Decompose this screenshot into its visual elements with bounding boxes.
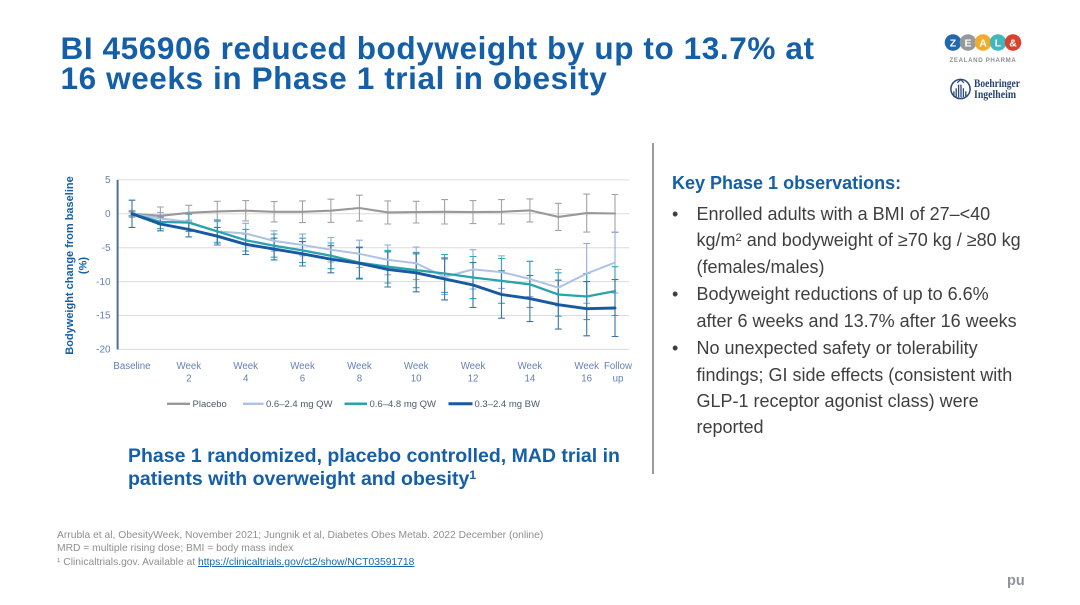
- svg-text:Week: Week: [404, 361, 429, 372]
- svg-text:5: 5: [105, 175, 111, 186]
- svg-text:0.3–2.4 mg BW: 0.3–2.4 mg BW: [475, 399, 541, 410]
- svg-text:Bodyweight change from baselin: Bodyweight change from baseline: [64, 176, 76, 354]
- svg-text:Week: Week: [290, 361, 315, 372]
- svg-text:12: 12: [468, 374, 479, 385]
- svg-text:Week: Week: [574, 361, 599, 372]
- svg-text:0.6–4.8 mg QW: 0.6–4.8 mg QW: [370, 399, 437, 410]
- svg-text:Placebo: Placebo: [193, 399, 227, 410]
- svg-text:6: 6: [300, 374, 305, 385]
- svg-text:&: &: [1009, 37, 1017, 49]
- svg-text:8: 8: [357, 374, 362, 385]
- svg-text:Week: Week: [347, 361, 372, 372]
- svg-text:Week: Week: [233, 361, 258, 372]
- svg-text:(%): (%): [78, 257, 90, 274]
- svg-text:-15: -15: [96, 311, 111, 322]
- svg-text:0.6–2.4 mg QW: 0.6–2.4 mg QW: [266, 399, 333, 410]
- svg-text:14: 14: [525, 374, 536, 385]
- svg-text:2: 2: [186, 374, 191, 385]
- svg-text:Baseline: Baseline: [113, 361, 150, 372]
- svg-text:-10: -10: [96, 277, 111, 288]
- svg-text:-5: -5: [102, 243, 111, 254]
- svg-text:L: L: [995, 37, 1002, 49]
- svg-text:Week: Week: [461, 361, 486, 372]
- svg-text:Follow: Follow: [604, 361, 633, 372]
- svg-text:-20: -20: [96, 345, 111, 356]
- svg-text:ZEALAND PHARMA: ZEALAND PHARMA: [950, 57, 1017, 64]
- svg-text:16: 16: [581, 374, 592, 385]
- svg-text:Week: Week: [518, 361, 543, 372]
- svg-text:up: up: [613, 374, 624, 385]
- svg-text:Week: Week: [177, 361, 202, 372]
- svg-text:0: 0: [105, 209, 111, 220]
- svg-text:Z: Z: [950, 37, 957, 49]
- svg-text:A: A: [979, 37, 987, 49]
- svg-text:4: 4: [243, 374, 249, 385]
- svg-text:E: E: [964, 37, 971, 49]
- svg-text:10: 10: [411, 374, 422, 385]
- svg-text:Ingelheim: Ingelheim: [974, 87, 1016, 101]
- svg-text:Boehringer: Boehringer: [974, 76, 1021, 90]
